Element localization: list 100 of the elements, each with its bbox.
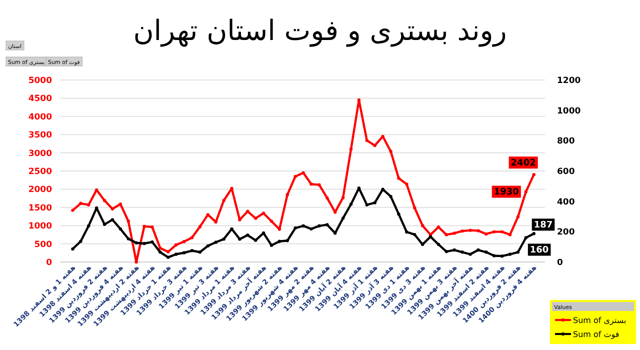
point bbox=[238, 218, 242, 222]
point bbox=[182, 240, 186, 244]
y-tick-label: 1000 bbox=[28, 222, 52, 232]
point bbox=[286, 239, 289, 242]
point bbox=[365, 138, 368, 142]
point bbox=[270, 220, 274, 223]
point bbox=[270, 244, 274, 247]
point bbox=[174, 243, 178, 246]
point bbox=[134, 241, 138, 244]
point bbox=[492, 230, 496, 234]
point bbox=[397, 212, 400, 216]
y-tick-label: 2000 bbox=[28, 185, 52, 196]
y2-tick-label: 600 bbox=[557, 167, 575, 177]
point bbox=[102, 222, 106, 226]
point bbox=[222, 238, 226, 241]
point bbox=[102, 198, 106, 202]
point bbox=[118, 202, 122, 206]
point bbox=[436, 225, 440, 229]
point bbox=[420, 224, 424, 228]
point bbox=[262, 212, 266, 215]
point bbox=[142, 242, 146, 246]
y-tick-label: 4500 bbox=[28, 94, 52, 104]
point bbox=[326, 223, 329, 226]
point bbox=[166, 250, 170, 254]
point bbox=[389, 150, 392, 153]
point bbox=[524, 190, 528, 194]
point bbox=[405, 182, 408, 186]
point bbox=[246, 234, 250, 237]
point bbox=[436, 242, 440, 246]
point bbox=[532, 232, 536, 236]
point bbox=[532, 172, 536, 176]
point bbox=[206, 213, 210, 216]
point bbox=[158, 250, 162, 254]
point bbox=[134, 260, 138, 264]
point bbox=[87, 203, 90, 206]
point bbox=[238, 238, 242, 241]
point bbox=[460, 229, 464, 233]
point bbox=[484, 250, 488, 254]
title: روند بستری و فوت استان تهران bbox=[133, 14, 507, 47]
point bbox=[190, 236, 194, 240]
point bbox=[341, 196, 345, 200]
point bbox=[302, 171, 305, 174]
point bbox=[182, 251, 186, 254]
point bbox=[349, 148, 353, 151]
point bbox=[310, 182, 313, 186]
point bbox=[468, 228, 472, 232]
point bbox=[126, 237, 130, 240]
point bbox=[302, 224, 305, 228]
point bbox=[405, 230, 408, 234]
point bbox=[341, 216, 345, 220]
y-tick-label: 3500 bbox=[28, 130, 52, 141]
y-tick-label: 1500 bbox=[28, 203, 52, 214]
point bbox=[484, 232, 488, 236]
point bbox=[476, 248, 480, 252]
point bbox=[452, 232, 456, 235]
point bbox=[508, 233, 512, 236]
point bbox=[516, 250, 520, 254]
point bbox=[508, 252, 512, 256]
point bbox=[460, 250, 464, 254]
point bbox=[79, 202, 82, 205]
point bbox=[198, 250, 202, 254]
point bbox=[318, 224, 321, 228]
point bbox=[206, 244, 210, 248]
point bbox=[71, 208, 74, 212]
point bbox=[413, 232, 416, 236]
y2-tick-label: 400 bbox=[557, 197, 575, 208]
y-tick-label: 2500 bbox=[28, 167, 52, 177]
point bbox=[214, 240, 218, 244]
point bbox=[222, 198, 226, 202]
point bbox=[413, 206, 416, 210]
point bbox=[190, 249, 194, 252]
y2-tick-label: 1200 bbox=[557, 76, 581, 86]
y2-tick-label: 800 bbox=[557, 136, 575, 147]
point bbox=[278, 240, 282, 243]
point bbox=[365, 203, 368, 206]
point bbox=[516, 215, 520, 218]
y-tick-label: 500 bbox=[34, 240, 52, 250]
point bbox=[294, 174, 297, 178]
point bbox=[150, 240, 154, 244]
point bbox=[389, 194, 392, 198]
point bbox=[492, 254, 496, 258]
point bbox=[373, 201, 376, 204]
point bbox=[326, 196, 329, 200]
point bbox=[254, 216, 258, 220]
point bbox=[118, 227, 122, 231]
point bbox=[71, 247, 74, 251]
point bbox=[444, 233, 448, 236]
point bbox=[357, 98, 361, 102]
y-tick-label: 5000 bbox=[28, 76, 52, 86]
point bbox=[444, 250, 448, 254]
point bbox=[126, 220, 130, 223]
y-tick-label: 3000 bbox=[28, 148, 52, 159]
legend-label: Sum of فوت bbox=[573, 330, 620, 339]
y-tick-label: 0 bbox=[46, 258, 52, 268]
point bbox=[500, 230, 504, 234]
point bbox=[166, 256, 170, 259]
y2-tick-label: 1000 bbox=[557, 106, 581, 116]
point bbox=[420, 242, 424, 246]
point bbox=[158, 246, 162, 250]
point bbox=[524, 236, 528, 240]
